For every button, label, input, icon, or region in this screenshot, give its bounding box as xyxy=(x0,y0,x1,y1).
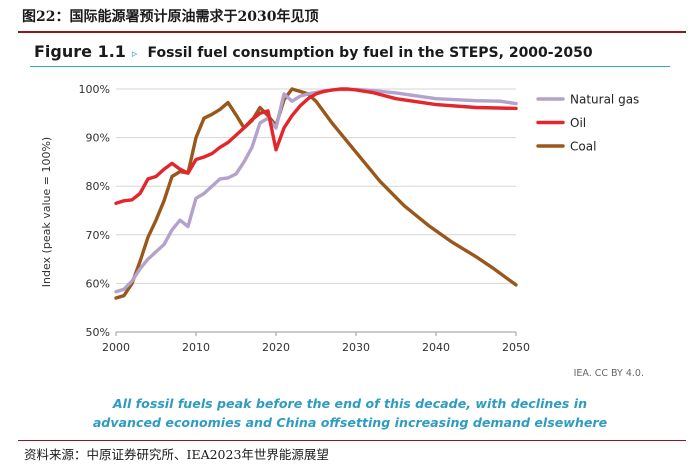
series-lines xyxy=(114,87,518,300)
y-tick-label: 100% xyxy=(79,83,110,96)
bottom-divider xyxy=(18,440,686,441)
source-note: 资料来源：中原证券研究所、IEA2023年世界能源展望 xyxy=(24,447,329,462)
legend-label: Coal xyxy=(570,140,596,154)
credit-text: IEA. CC BY 4.0. xyxy=(573,368,644,379)
x-tick-label: 2010 xyxy=(182,341,210,354)
chart-title: Fossil fuel consumption by fuel in the S… xyxy=(147,45,593,61)
x-axis-ticks: 2000 2010 2020 2030 2040 2050 xyxy=(102,332,530,354)
y-tick-label: 80% xyxy=(86,180,110,193)
x-tick-label: 2020 xyxy=(262,341,290,354)
y-axis-label: Index (peak value = 100%) xyxy=(40,137,53,287)
y-tick-label: 90% xyxy=(86,132,110,145)
series-line-oil xyxy=(114,87,518,205)
series-line-coal xyxy=(114,87,518,300)
series-line-natural-gas xyxy=(114,87,518,294)
chart-subtitle: All fossil fuels peak before the end of … xyxy=(0,394,700,432)
figure-title-bar: Figure 1.1 ▹ Fossil fuel consumption by fu… xyxy=(34,42,593,61)
legend: Natural gas Oil Coal xyxy=(536,93,639,154)
x-tick-label: 2050 xyxy=(502,341,530,354)
y-axis-ticks: 50% 60% 70% 80% 90% 100% xyxy=(79,83,110,339)
title-divider xyxy=(30,66,670,67)
y-tick-label: 70% xyxy=(86,229,110,242)
gridlines xyxy=(116,88,516,333)
x-tick-label: 2000 xyxy=(102,341,130,354)
x-tick-label: 2040 xyxy=(422,341,450,354)
legend-label: Natural gas xyxy=(570,93,639,107)
legend-label: Oil xyxy=(570,116,586,130)
subtitle-line: advanced economies and China offsetting … xyxy=(92,415,608,430)
figure-label: Figure 1.1 xyxy=(34,42,126,61)
y-tick-label: 50% xyxy=(86,326,110,339)
line-chart: 50% 60% 70% 80% 90% 100% 2000 2010 2020 2030 2040… xyxy=(40,83,639,354)
figure-caption: 图22：国际能源署预计原油需求于2030年见顶 xyxy=(22,9,319,25)
triangle-arrow-icon: ▹ xyxy=(131,47,138,60)
subtitle-line: All fossil fuels peak before the end of … xyxy=(112,396,588,411)
y-tick-label: 60% xyxy=(86,277,110,290)
x-tick-label: 2030 xyxy=(342,341,370,354)
top-divider xyxy=(18,31,686,33)
